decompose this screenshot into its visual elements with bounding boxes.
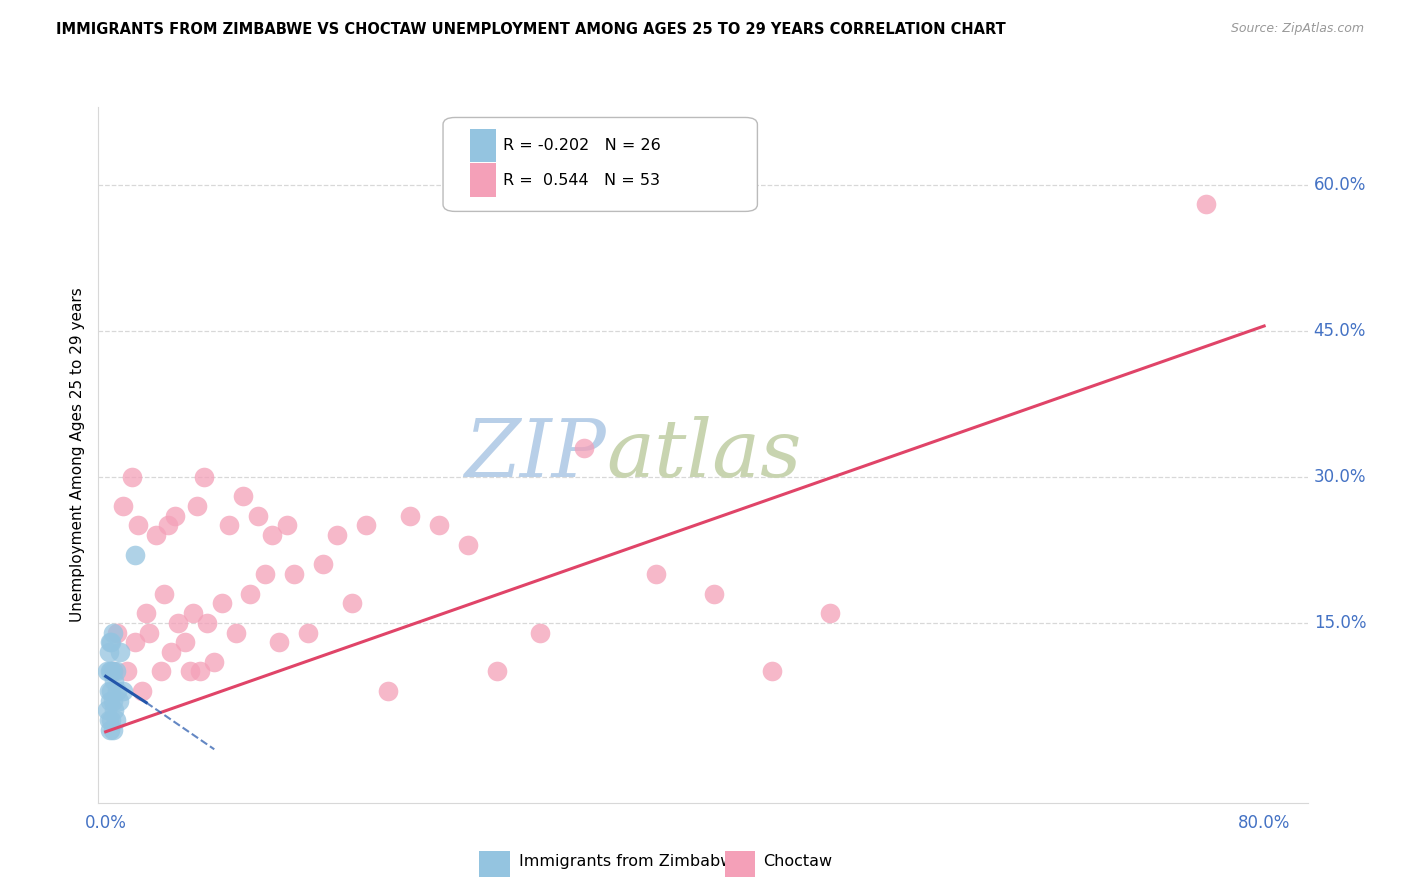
Point <box>98 665 121 679</box>
Point <box>100 635 122 649</box>
Point <box>225 625 247 640</box>
Point <box>312 558 335 572</box>
Point <box>761 665 783 679</box>
Point <box>253 567 276 582</box>
Point <box>485 665 508 679</box>
Point <box>98 693 121 707</box>
Point <box>232 489 254 503</box>
Point <box>457 538 479 552</box>
Point <box>152 586 174 600</box>
Point <box>276 518 298 533</box>
Point <box>165 508 187 523</box>
Point <box>105 684 128 698</box>
Point <box>326 528 349 542</box>
Bar <box>724 851 755 877</box>
Point <box>193 470 215 484</box>
Point <box>529 625 551 640</box>
Point <box>211 596 233 610</box>
Point <box>100 665 122 679</box>
Point <box>124 548 146 562</box>
Point <box>101 723 124 737</box>
Point <box>108 645 131 659</box>
Point <box>181 606 204 620</box>
Point <box>572 441 595 455</box>
Text: Source: ZipAtlas.com: Source: ZipAtlas.com <box>1230 22 1364 36</box>
Point <box>131 684 153 698</box>
Point <box>377 684 399 698</box>
Point <box>703 586 725 600</box>
Point <box>246 508 269 523</box>
Point <box>107 693 129 707</box>
Point <box>100 684 122 698</box>
Text: 15.0%: 15.0% <box>1313 614 1367 632</box>
Y-axis label: Unemployment Among Ages 25 to 29 years: Unemployment Among Ages 25 to 29 years <box>69 287 84 623</box>
Text: R =  0.544   N = 53: R = 0.544 N = 53 <box>503 172 661 187</box>
Point <box>262 528 284 542</box>
Point <box>117 665 139 679</box>
Point <box>179 665 201 679</box>
Point <box>127 518 149 533</box>
Point <box>112 499 135 513</box>
Text: 30.0%: 30.0% <box>1313 467 1367 486</box>
Point <box>159 645 181 659</box>
Bar <box>479 851 509 877</box>
Point <box>218 518 240 533</box>
Point <box>97 684 120 698</box>
Point <box>97 713 120 727</box>
Point <box>398 508 420 523</box>
Text: Choctaw: Choctaw <box>763 855 832 870</box>
Text: R = -0.202   N = 26: R = -0.202 N = 26 <box>503 137 661 153</box>
Bar <box>470 163 496 197</box>
Point <box>174 635 197 649</box>
Point <box>103 703 125 717</box>
Point <box>1195 197 1218 211</box>
Point <box>239 586 262 600</box>
Point <box>195 615 218 630</box>
Point <box>269 635 291 649</box>
Point <box>101 665 124 679</box>
Point <box>135 606 157 620</box>
Bar <box>470 128 496 162</box>
Point <box>202 655 225 669</box>
Point <box>156 518 179 533</box>
Point <box>124 635 146 649</box>
Point <box>101 693 124 707</box>
Point <box>101 665 124 679</box>
Point <box>427 518 450 533</box>
Point <box>98 635 121 649</box>
Point <box>103 674 125 689</box>
Text: Immigrants from Zimbabwe: Immigrants from Zimbabwe <box>519 855 744 870</box>
Text: ZIP: ZIP <box>464 417 606 493</box>
Text: atlas: atlas <box>606 417 801 493</box>
Point <box>100 713 122 727</box>
Point <box>340 596 363 610</box>
Point <box>104 665 127 679</box>
Point <box>96 703 118 717</box>
Point <box>112 684 135 698</box>
Point <box>297 625 319 640</box>
Point <box>188 665 211 679</box>
Point <box>645 567 668 582</box>
Point <box>121 470 143 484</box>
Point <box>105 625 128 640</box>
Point <box>97 645 120 659</box>
Text: 60.0%: 60.0% <box>1313 176 1367 194</box>
Point <box>186 499 208 513</box>
Text: IMMIGRANTS FROM ZIMBABWE VS CHOCTAW UNEMPLOYMENT AMONG AGES 25 TO 29 YEARS CORRE: IMMIGRANTS FROM ZIMBABWE VS CHOCTAW UNEM… <box>56 22 1005 37</box>
Point <box>96 665 118 679</box>
Point <box>149 665 172 679</box>
Point <box>138 625 160 640</box>
Point <box>356 518 378 533</box>
Point <box>101 625 124 640</box>
Text: 45.0%: 45.0% <box>1313 322 1367 340</box>
FancyBboxPatch shape <box>443 118 758 211</box>
Point <box>283 567 305 582</box>
Point <box>145 528 167 542</box>
Point <box>167 615 190 630</box>
Point <box>818 606 841 620</box>
Point <box>98 723 121 737</box>
Point <box>104 713 127 727</box>
